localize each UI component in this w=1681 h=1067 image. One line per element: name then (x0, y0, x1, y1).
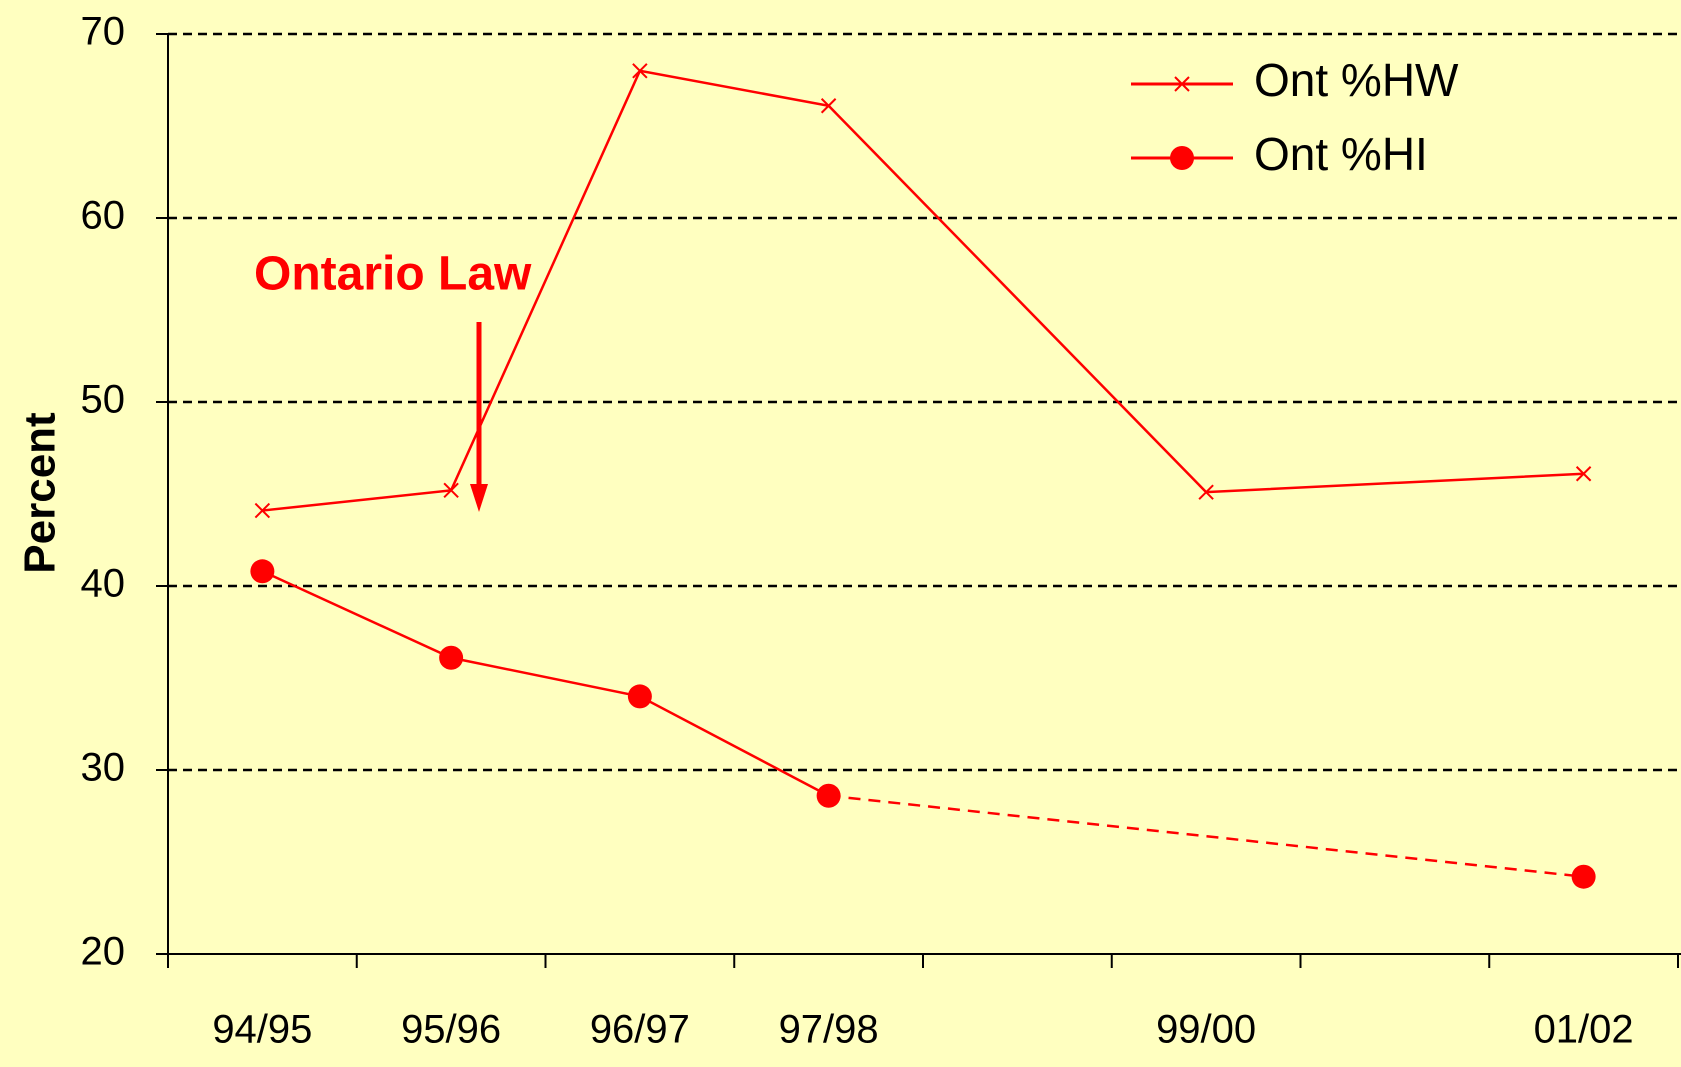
series-line (261, 570, 830, 797)
x-tick-label: 94/95 (212, 1008, 312, 1052)
legend-box (1093, 43, 1681, 205)
annotation-arrowhead (470, 484, 488, 512)
x-tick-label: 96/97 (590, 1008, 690, 1052)
series-line (828, 794, 1584, 878)
marker (1174, 76, 1190, 92)
x-tick-label: 97/98 (779, 1008, 879, 1052)
y-tick-label: 50 (81, 378, 126, 422)
x-tick-label: 99/00 (1156, 1008, 1256, 1052)
marker (254, 502, 271, 519)
marker (250, 559, 275, 584)
y-tick-label: 20 (81, 930, 126, 974)
marker (816, 783, 841, 808)
y-tick-label: 70 (81, 10, 126, 54)
marker (1198, 484, 1214, 500)
legend-label: Ont %HI (1254, 128, 1428, 180)
legend-label: Ont %HW (1254, 54, 1459, 106)
marker (632, 63, 648, 79)
marker (1571, 864, 1596, 889)
annotation: Ontario Law (254, 248, 532, 301)
y-axis-label: Percent (16, 412, 65, 574)
y-tick-label: 30 (81, 746, 126, 790)
y-tick-label: 40 (81, 562, 126, 606)
marker (443, 482, 459, 499)
marker (1170, 146, 1194, 170)
marker (820, 98, 837, 114)
x-tick-label: 01/02 (1534, 1008, 1634, 1052)
y-tick-label: 60 (81, 194, 126, 238)
x-tick-label: 95/96 (401, 1008, 501, 1052)
marker (1575, 466, 1592, 482)
marker (439, 645, 464, 670)
series-line (262, 69, 1584, 512)
marker (627, 684, 652, 709)
